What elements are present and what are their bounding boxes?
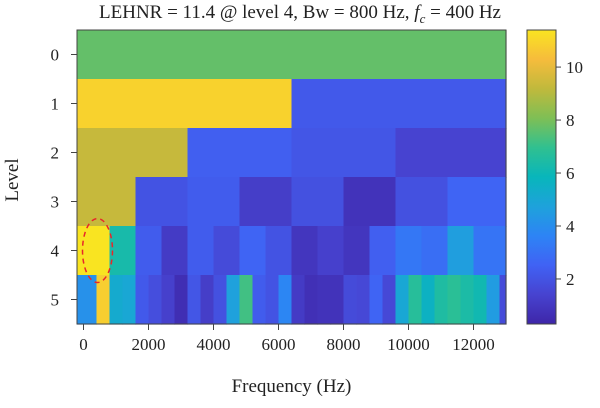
heatmap-cell-level5-0 [77, 275, 98, 325]
heatmap-cell-level5-25 [408, 275, 423, 325]
heatmap-cell-level3-6 [395, 177, 449, 227]
x-tick-label: 8000 [327, 335, 361, 354]
heatmap-cell-level3-7 [447, 177, 507, 227]
x-tick-label: 2000 [132, 335, 166, 354]
colorbar-tick-label: 8 [566, 111, 575, 130]
heatmap-cell-level5-16 [291, 275, 306, 325]
colorbar-bar [526, 29, 557, 325]
heatmap-cell-level5-30 [473, 275, 488, 325]
heatmap-cell-level2-1 [187, 128, 293, 178]
heatmap-cell-level0-0 [77, 30, 507, 80]
colorbar: 2 4 6 8 10 [526, 29, 583, 325]
heatmap-cell-level3-3 [239, 177, 293, 227]
y-tick-label: 1 [51, 95, 60, 114]
heatmap-cell-level5-18 [317, 275, 332, 325]
heatmap-cell-level5-7 [174, 275, 189, 325]
heatmap-cell-level5-17 [304, 275, 319, 325]
heatmap-cell-level5-13 [252, 275, 267, 325]
title-fc-symbol: f [414, 2, 420, 23]
heatmap-cell-level4-15 [473, 226, 507, 276]
x-tick-label: 12000 [452, 335, 495, 354]
heatmap-cell-level4-3 [161, 226, 189, 276]
heatmap-cell-level5-1 [96, 275, 111, 325]
heatmap-cell-level5-4 [135, 275, 150, 325]
heatmap-cell-level5-23 [382, 275, 397, 325]
heatmap-cells [77, 30, 507, 325]
heatmap-cell-level3-5 [343, 177, 397, 227]
heatmap-cell-level4-5 [213, 226, 241, 276]
heatmap-cell-level4-6 [239, 226, 267, 276]
y-tick-label: 4 [51, 242, 60, 261]
title-text: LEHNR = 11.4 @ level 4, Bw = 800 Hz, [99, 2, 415, 23]
heatmap-cell-level1-0 [77, 79, 293, 129]
heatmap-cell-level4-4 [187, 226, 215, 276]
heatmap-cell-level4-8 [291, 226, 319, 276]
heatmap-cell-level5-26 [421, 275, 436, 325]
heatmap-cell-level2-2 [291, 128, 397, 178]
heatmap-cell-level5-11 [226, 275, 241, 325]
heatmap-cell-level5-3 [122, 275, 137, 325]
heatmap-cell-level4-9 [317, 226, 345, 276]
title-suffix: = 400 Hz [425, 2, 501, 23]
colorbar-tick-label: 10 [566, 58, 583, 77]
x-tick-label: 10000 [387, 335, 430, 354]
heatmap-cell-level4-1 [109, 226, 137, 276]
heatmap-cell-level4-10 [343, 226, 371, 276]
heatmap-cell-level5-20 [343, 275, 358, 325]
heatmap-cell-level5-19 [330, 275, 345, 325]
title-fc-subscript: c [419, 10, 426, 26]
heatmap-cell-level4-14 [447, 226, 475, 276]
highlight-annotation [81, 217, 114, 284]
colorbar-tick-label: 2 [566, 270, 575, 289]
heatmap-cell-level2-0 [77, 128, 189, 178]
heatmap-cell-level5-22 [369, 275, 384, 325]
heatmap-cell-level4-11 [369, 226, 397, 276]
heatmap-cell-level5-28 [447, 275, 462, 325]
y-axis-label: Level [2, 158, 23, 202]
x-tick-label: 6000 [262, 335, 296, 354]
heatmap-cell-level4-2 [135, 226, 163, 276]
annotation-ellipse [81, 217, 114, 284]
heatmap-cell-level5-32 [499, 275, 507, 325]
colorbar-tick-label: 6 [566, 164, 575, 183]
heatmap-cell-level3-2 [187, 177, 241, 227]
y-tick-label: 3 [51, 193, 60, 212]
x-axis: 0 2000 4000 6000 8000 10000 12000 [77, 323, 506, 354]
heatmap-cell-level5-12 [239, 275, 254, 325]
heatmap-cell-level5-27 [434, 275, 449, 325]
heatmap-cell-level5-14 [265, 275, 280, 325]
colorbar-tick-label: 4 [566, 217, 575, 236]
y-axis: 0 1 2 3 4 5 [51, 46, 77, 310]
chart-title: LEHNR = 11.4 @ level 4, Bw = 800 Hz, fc … [0, 2, 600, 27]
heatmap-cell-level4-13 [421, 226, 449, 276]
heatmap-cell-level5-5 [148, 275, 163, 325]
heatmap-cell-level3-0 [77, 177, 137, 227]
y-tick-label: 5 [51, 291, 60, 310]
heatmap-cell-level5-2 [109, 275, 124, 325]
x-tick-label: 4000 [197, 335, 231, 354]
heatmap-cell-level1-1 [291, 79, 507, 129]
x-axis-label: Frequency (Hz) [231, 376, 352, 397]
heatmap-cell-level3-1 [135, 177, 189, 227]
heatmap-cell-level5-31 [486, 275, 501, 325]
heatmap-cell-level2-3 [395, 128, 507, 178]
heatmap-cell-level5-15 [278, 275, 293, 325]
y-tick-label: 2 [51, 144, 60, 163]
heatmap-cell-level5-10 [213, 275, 228, 325]
y-tick-label: 0 [51, 46, 60, 65]
heatmap-cell-level5-6 [161, 275, 176, 325]
heatmap-cell-level5-8 [187, 275, 202, 325]
heatmap-cell-level4-7 [265, 226, 293, 276]
heatmap-cell-level4-12 [395, 226, 423, 276]
heatmap-cell-level5-24 [395, 275, 410, 325]
x-tick-label: 0 [79, 335, 88, 354]
heatmap-cell-level5-9 [200, 275, 215, 325]
heatmap-cell-level5-29 [460, 275, 475, 325]
heatmap-cell-level3-4 [291, 177, 345, 227]
heatmap-cell-level5-21 [356, 275, 371, 325]
